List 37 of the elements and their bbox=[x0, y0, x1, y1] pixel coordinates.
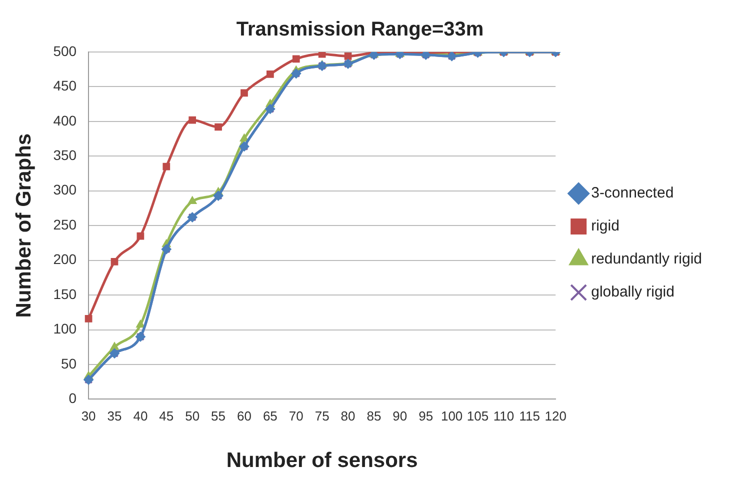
x-tick-label: 65 bbox=[262, 408, 278, 424]
y-tick-label: 100 bbox=[53, 320, 77, 337]
x-tick-label: 45 bbox=[159, 408, 174, 424]
x-tick-label: 95 bbox=[418, 408, 434, 424]
y-tick-label: 400 bbox=[53, 112, 77, 128]
legend-label: 3-connected bbox=[591, 184, 674, 202]
y-tick-label: 200 bbox=[53, 251, 77, 268]
x-tick-label: 50 bbox=[185, 408, 200, 424]
x-tick-label: 35 bbox=[107, 408, 122, 424]
y-tick-label: 150 bbox=[53, 286, 77, 302]
x-axis-title: Number of sensors bbox=[226, 449, 418, 472]
x-tick-label: 70 bbox=[288, 408, 304, 424]
x-tick-label: 30 bbox=[81, 408, 96, 424]
x-tick-label: 60 bbox=[237, 408, 252, 424]
y-tick-label: 300 bbox=[53, 182, 77, 198]
x-tick-label: 75 bbox=[314, 408, 330, 424]
x-tick-label: 115 bbox=[519, 408, 540, 424]
y-axis-title: Number of Graphs bbox=[12, 133, 36, 318]
y-tick-label: 50 bbox=[60, 355, 77, 372]
x-tick-label: 85 bbox=[366, 408, 382, 424]
y-tick-label: 350 bbox=[53, 147, 77, 164]
x-tick-label: 110 bbox=[493, 408, 514, 424]
y-tick-label: 450 bbox=[53, 78, 77, 94]
y-tick-label: 0 bbox=[68, 390, 77, 406]
chart-title: Transmission Range=33m bbox=[236, 18, 484, 41]
x-tick-label: 90 bbox=[392, 408, 408, 424]
legend-label: globally rigid bbox=[591, 284, 674, 301]
x-tick-label: 40 bbox=[133, 408, 148, 424]
x-tick-label: 80 bbox=[340, 408, 356, 424]
legend-label: rigid bbox=[591, 218, 620, 235]
y-tick-label: 500 bbox=[53, 42, 77, 59]
y-tick-label: 250 bbox=[53, 216, 77, 232]
x-tick-label: 105 bbox=[466, 408, 489, 424]
x-tick-label: 55 bbox=[211, 408, 226, 424]
x-tick-label: 120 bbox=[544, 408, 566, 424]
x-tick-label: 100 bbox=[440, 408, 463, 424]
legend-label: redundantly rigid bbox=[591, 250, 702, 268]
